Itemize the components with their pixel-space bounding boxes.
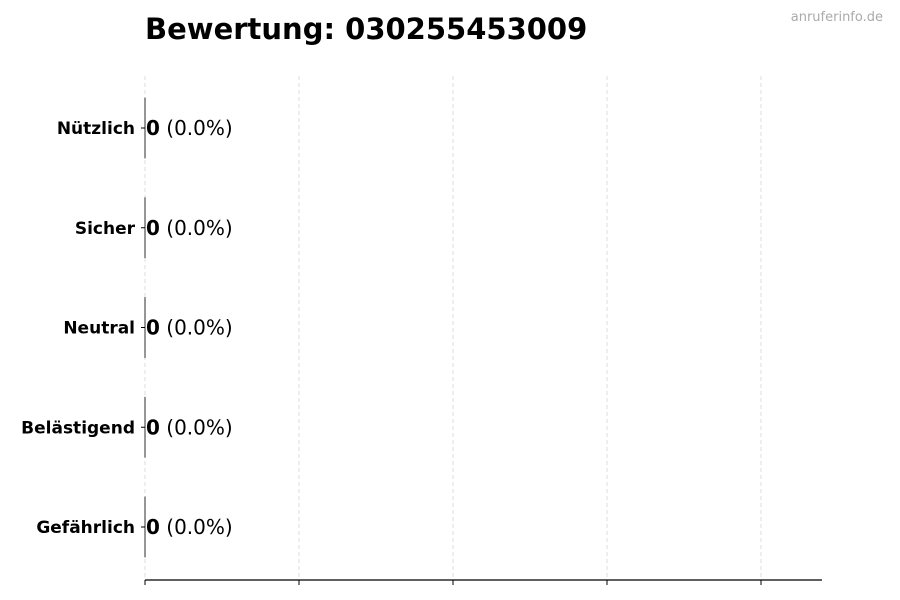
y-tick-label: Neutral xyxy=(63,319,135,339)
watermark: anruferinfo.de xyxy=(790,10,883,25)
data-label: 0 (0.0%) xyxy=(146,116,233,140)
data-label-count: 0 xyxy=(146,515,160,539)
data-label: 0 (0.0%) xyxy=(146,515,233,539)
data-label: 0 (0.0%) xyxy=(146,316,233,340)
data-label-percent: (0.0%) xyxy=(160,216,233,240)
data-label: 0 (0.0%) xyxy=(146,415,233,439)
data-label-count: 0 xyxy=(146,316,160,340)
y-tick-label: Nützlich xyxy=(57,119,135,139)
data-label-count: 0 xyxy=(146,116,160,140)
data-label-percent: (0.0%) xyxy=(160,116,233,140)
data-label-count: 0 xyxy=(146,415,160,439)
data-label-percent: (0.0%) xyxy=(160,515,233,539)
y-tick-label: Sicher xyxy=(75,219,136,239)
data-label-count: 0 xyxy=(146,216,160,240)
data-label-percent: (0.0%) xyxy=(160,415,233,439)
data-label-percent: (0.0%) xyxy=(160,316,233,340)
y-tick-label: Gefährlich xyxy=(36,518,135,538)
y-tick-label: Belästigend xyxy=(21,418,135,438)
chart-title: Bewertung: 030255453009 xyxy=(145,12,588,46)
data-label: 0 (0.0%) xyxy=(146,216,233,240)
